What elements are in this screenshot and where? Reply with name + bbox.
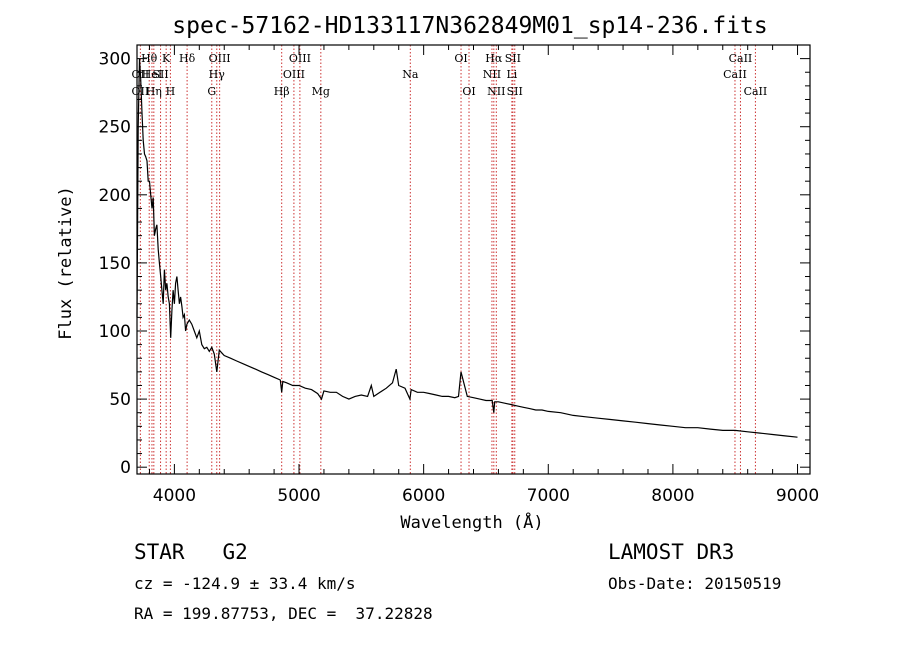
coordinates: RA = 199.87753, DEC = 37.22828 [134, 604, 433, 623]
line-marker-label: Hγ [209, 68, 226, 81]
spectrum-series-line [136, 58, 798, 438]
obs-date: Obs-Date: 20150519 [608, 574, 782, 593]
line-marker-label: CaII [744, 85, 768, 98]
y-axis-label: Flux (relative) [56, 186, 76, 340]
line-marker-label: Li [506, 68, 517, 81]
line-marker-label: G [207, 85, 216, 98]
line-marker-label: Mg [312, 85, 330, 98]
y-tick-label: 0 [120, 458, 131, 478]
x-tick-label: 5000 [277, 486, 320, 506]
line-marker-label: Hη [146, 85, 162, 98]
line-marker-label: Hθ [141, 52, 158, 65]
line-marker-label: OIII [209, 52, 231, 65]
line-marker-label: OIII [283, 68, 305, 81]
line-marker-label: OI [454, 52, 467, 65]
x-tick-label: 9000 [776, 486, 819, 506]
line-marker-label: SII [152, 68, 168, 81]
x-tick-label: 8000 [651, 486, 694, 506]
line-marker-label: OI [462, 85, 475, 98]
line-marker-label: OII [132, 85, 150, 98]
line-marker-label: CaII [729, 52, 753, 65]
x-tick-label: 7000 [527, 486, 570, 506]
chart-title: spec-57162-HD133117N362849M01_sp14-236.f… [172, 13, 767, 39]
line-marker-label: Hδ [179, 52, 196, 65]
x-tick-label: 6000 [402, 486, 445, 506]
survey-label: LAMOST DR3 [608, 540, 735, 564]
spectral-line-markers [139, 45, 756, 474]
y-tick-label: 100 [99, 322, 131, 342]
line-marker-label: NII [487, 85, 505, 98]
y-tick-label: 250 [99, 118, 131, 138]
line-marker-label: K [162, 52, 171, 65]
line-marker-label: SII [505, 52, 521, 65]
line-marker-label: NII [483, 68, 501, 81]
y-tick-label: 200 [99, 186, 131, 206]
y-tick-label: 300 [99, 50, 131, 70]
line-marker-label: H [166, 85, 176, 98]
y-tick-label: 150 [99, 254, 131, 274]
class-label: STAR [134, 540, 185, 564]
line-marker-label: Na [402, 68, 419, 81]
line-marker-label: CaII [723, 68, 747, 81]
line-marker-label: Hα [485, 52, 503, 65]
x-axis: 4000 5000 6000 7000 8000 9000 [148, 45, 819, 506]
y-axis: 0 50 100 150 200 250 300 [99, 50, 810, 478]
subclass-label: G2 [222, 540, 248, 564]
y-tick-label: 50 [109, 390, 131, 410]
x-tick-label: 4000 [153, 486, 196, 506]
line-marker-label: Hβ [274, 85, 290, 98]
object-class: STAR G2 [134, 540, 248, 564]
x-axis-label: Wavelength (Å) [400, 511, 543, 533]
redshift-velocity: cz = -124.9 ± 33.4 km/s [134, 574, 356, 593]
line-marker-label: HeI [142, 68, 162, 81]
line-marker-label: SII [507, 85, 523, 98]
plot-frame [136, 44, 811, 475]
spectral-line-labels: OIIOIIHθHeIHηSIIKHHδGHγOIIIHβOIIIOIIIMgN… [132, 52, 768, 98]
line-marker-label: OIII [289, 52, 311, 65]
